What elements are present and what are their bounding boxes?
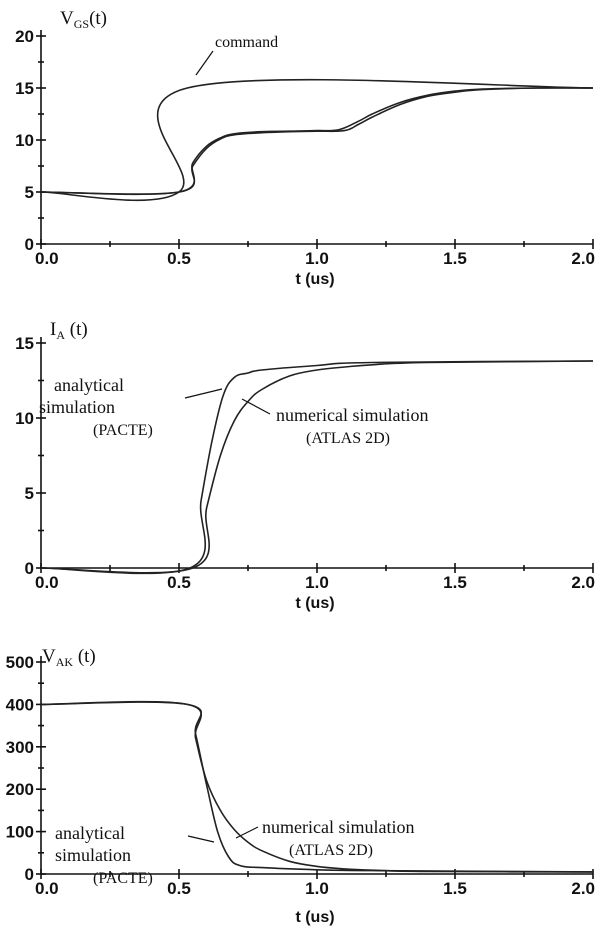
svg-text:analytical: analytical <box>55 823 125 843</box>
x-tick-label: 0.5 <box>167 573 191 592</box>
svg-text:simulation: simulation <box>55 845 131 865</box>
annotation-leader-analytical-vak <box>187 835 215 843</box>
annotation-numerical-ia: numerical simulation (ATLAS 2D) <box>276 405 428 447</box>
svg-text:numerical simulation: numerical simulation <box>262 817 414 837</box>
y-tick-label: 0 <box>25 559 34 578</box>
x-tick-label: 0.0 <box>35 573 59 592</box>
y-axis-label-ia: IA (t) <box>50 319 88 342</box>
x-tick-label: 2.0 <box>571 573 595 592</box>
y-axis-label-vgs: VGS(t) <box>60 8 107 31</box>
y-tick-label: 5 <box>25 484 34 503</box>
y-axis-label-vak: VAK (t) <box>42 646 96 669</box>
x-tick-label: 1.0 <box>305 879 329 898</box>
svg-text:simulation: simulation <box>39 397 115 417</box>
series-line-vgs-1 <box>40 87 594 196</box>
annotation-command: command <box>215 34 278 51</box>
series-line-vgs-2 <box>40 87 594 195</box>
annotation-numerical-vak: numerical simulation (ATLAS 2D) <box>262 817 414 859</box>
x-tick-label: 1.0 <box>305 573 329 592</box>
x-tick-label: 1.5 <box>443 573 467 592</box>
x-tick-label: 1.5 <box>443 879 467 898</box>
y-tick-label: 15 <box>15 79 34 98</box>
y-tick-label: 0 <box>25 865 34 884</box>
y-tick-label: 300 <box>6 738 34 757</box>
series-line-vgs-0 <box>40 78 594 202</box>
x-tick-label: 1.5 <box>443 249 467 268</box>
x-tick-label: 2.0 <box>571 249 595 268</box>
y-tick-label: 20 <box>15 27 34 46</box>
x-axis-label-vak: t (us) <box>295 909 334 926</box>
y-tick-label: 15 <box>15 334 34 353</box>
y-tick-label: 200 <box>6 780 34 799</box>
svg-text:(ATLAS 2D): (ATLAS 2D) <box>289 842 373 859</box>
y-tick-label: 5 <box>25 183 34 202</box>
x-tick-label: 2.0 <box>571 879 595 898</box>
chart-vak: VAK (t) analytical simulation (PACTE) nu… <box>6 646 595 926</box>
y-tick-label: 500 <box>6 653 34 672</box>
annotation-analytical-ia: analytical simulation (PACTE) <box>39 375 153 439</box>
svg-text:(PACTE): (PACTE) <box>93 422 153 439</box>
x-tick-label: 0.0 <box>35 879 59 898</box>
svg-text:numerical simulation: numerical simulation <box>276 405 428 425</box>
annotation-analytical-vak: analytical simulation (PACTE) <box>55 823 153 887</box>
x-axis-label-ia: t (us) <box>295 595 334 612</box>
annotation-leader-numerical-vak <box>235 826 259 839</box>
y-tick-label: 10 <box>15 131 34 150</box>
y-tick-label: 0 <box>25 235 34 254</box>
svg-text:analytical: analytical <box>54 375 124 395</box>
y-tick-label: 400 <box>6 695 34 714</box>
series-line-ia-1 <box>40 360 594 574</box>
x-axis-label-vgs: t (us) <box>295 271 334 288</box>
y-tick-label: 100 <box>6 823 34 842</box>
series-line-vak-1 <box>40 700 594 873</box>
x-tick-label: 0.5 <box>167 879 191 898</box>
annotation-leader-analytical-ia <box>184 388 223 399</box>
annotation-leader-numerical-ia <box>241 398 271 415</box>
x-tick-label: 1.0 <box>305 249 329 268</box>
x-tick-label: 0.0 <box>35 249 59 268</box>
chart-ia: IA (t) analytical simulation (PACTE) num… <box>15 319 595 612</box>
y-tick-label: 10 <box>15 409 34 428</box>
series-line-ia-0 <box>40 360 594 575</box>
x-tick-label: 0.5 <box>167 249 191 268</box>
svg-text:(ATLAS 2D): (ATLAS 2D) <box>306 430 390 447</box>
annotation-leader-command <box>195 50 214 76</box>
chart-vgs: VGS(t) command t (us) 0.0 0.5 1.0 1.5 2.0 0 5 1… <box>15 8 595 288</box>
svg-text:(PACTE): (PACTE) <box>93 870 153 887</box>
